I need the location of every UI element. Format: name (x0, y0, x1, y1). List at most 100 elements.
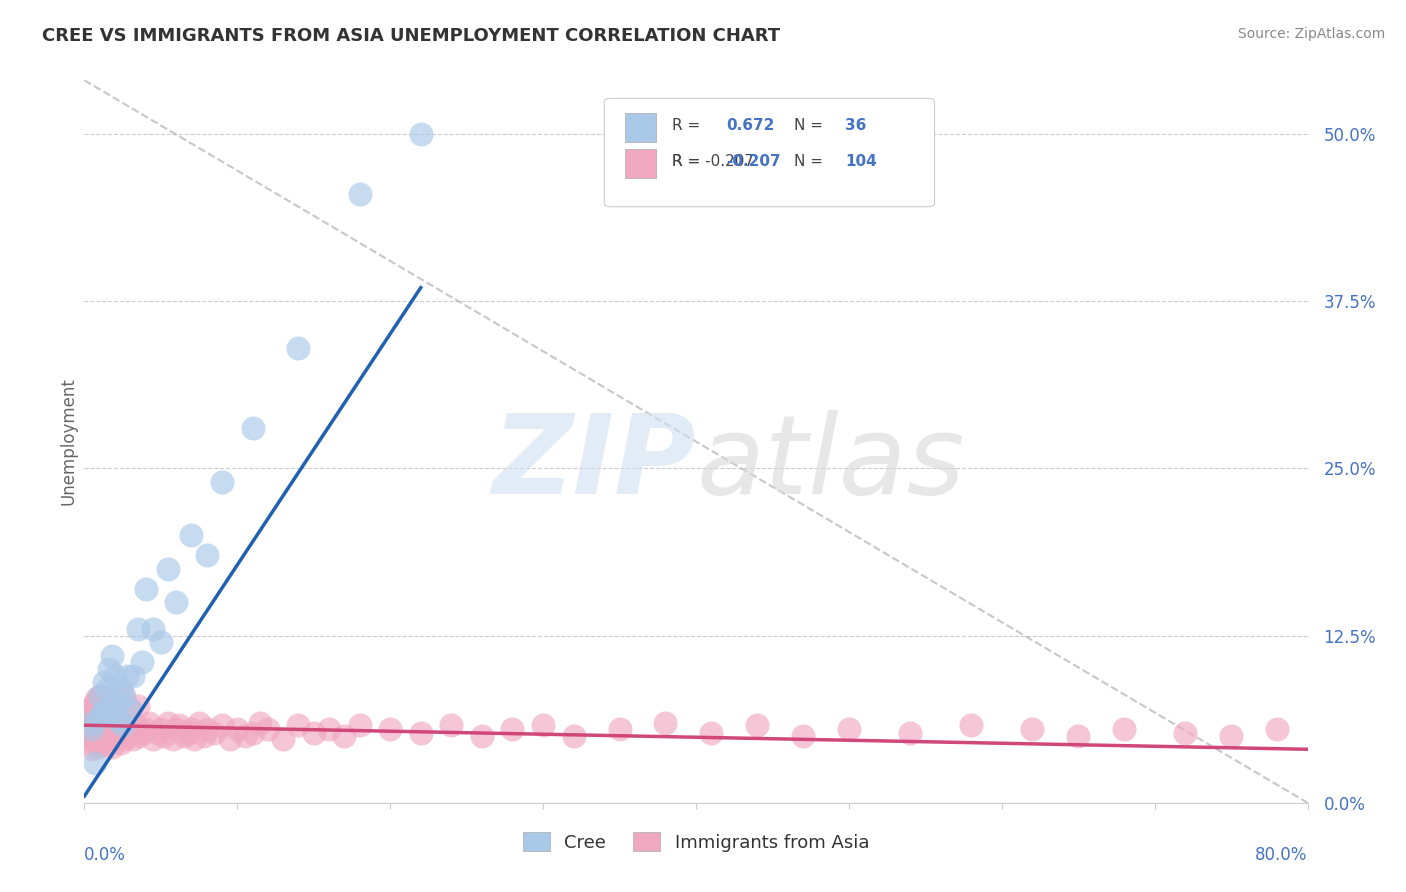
Point (86, 735, 108, 749)
Point (104, 669, 127, 683)
Point (80, 742, 103, 756)
Text: 0.0%: 0.0% (84, 847, 127, 864)
Point (135, 582, 157, 596)
Point (107, 713, 129, 727)
Point (77, 708, 100, 723)
Point (93, 737, 115, 751)
Point (180, 723, 202, 737)
Point (135, 723, 157, 737)
Point (120, 702, 142, 716)
Point (125, 718, 148, 732)
Point (333, 729, 356, 743)
Point (157, 715, 180, 730)
Text: atlas: atlas (696, 409, 965, 516)
Point (79, 702, 101, 716)
Point (91, 696, 114, 710)
Point (111, 715, 134, 730)
Point (96, 681, 118, 696)
Point (115, 669, 138, 683)
Point (97, 662, 120, 676)
Point (349, 718, 371, 732)
Point (138, 715, 160, 730)
Point (318, 723, 340, 737)
Text: 0.672: 0.672 (727, 118, 775, 133)
Point (96, 734, 118, 748)
Point (960, 718, 983, 732)
Point (167, 718, 190, 732)
Point (86, 691, 108, 706)
Point (180, 528, 202, 542)
Point (792, 729, 814, 743)
Point (142, 731, 165, 746)
Point (1265, 723, 1288, 737)
FancyBboxPatch shape (626, 112, 655, 142)
Point (1220, 729, 1243, 743)
Point (1114, 723, 1136, 737)
Point (193, 729, 215, 743)
Point (101, 739, 124, 754)
Point (165, 723, 187, 737)
Point (89, 708, 111, 723)
Point (93, 675, 115, 690)
Point (188, 715, 211, 730)
FancyBboxPatch shape (605, 98, 935, 207)
Point (115, 729, 138, 743)
Text: N =: N = (794, 153, 823, 169)
Point (211, 718, 233, 732)
Point (898, 726, 921, 740)
Point (165, 595, 187, 609)
Y-axis label: Unemployment: Unemployment (59, 377, 77, 506)
Point (249, 715, 271, 730)
Point (76, 713, 98, 727)
Point (146, 726, 169, 740)
Point (104, 708, 127, 723)
Point (101, 648, 124, 663)
Point (242, 726, 264, 740)
Point (105, 723, 128, 737)
Text: 80.0%: 80.0% (1256, 847, 1308, 864)
Point (380, 723, 402, 737)
Point (80, 715, 103, 730)
Point (96, 715, 118, 730)
Point (91, 705, 114, 719)
Point (502, 723, 524, 737)
Point (271, 731, 294, 746)
Point (202, 726, 225, 740)
Point (111, 689, 134, 703)
Point (349, 187, 371, 202)
Point (107, 696, 129, 710)
Point (80, 723, 103, 737)
Point (531, 718, 554, 732)
Point (90, 731, 112, 746)
Point (654, 715, 676, 730)
Point (94, 726, 117, 740)
Point (195, 548, 218, 563)
Point (122, 731, 145, 746)
Text: CREE VS IMMIGRANTS FROM ASIA UNEMPLOYMENT CORRELATION CHART: CREE VS IMMIGRANTS FROM ASIA UNEMPLOYMEN… (42, 27, 780, 45)
Point (157, 562, 180, 576)
Text: 104: 104 (845, 153, 877, 169)
Text: -0.207: -0.207 (727, 153, 782, 169)
Point (89, 689, 111, 703)
Point (80, 705, 103, 719)
Point (471, 729, 494, 743)
Point (226, 723, 249, 737)
Text: R =: R = (672, 118, 700, 133)
Point (211, 475, 233, 489)
Point (162, 731, 184, 746)
Point (440, 718, 463, 732)
Point (111, 718, 134, 732)
Point (89, 689, 111, 703)
Text: R = -0.207: R = -0.207 (672, 153, 754, 169)
Point (409, 726, 432, 740)
FancyBboxPatch shape (626, 149, 655, 178)
Legend: Cree, Immigrants from Asia: Cree, Immigrants from Asia (516, 825, 876, 859)
Text: Source: ZipAtlas.com: Source: ZipAtlas.com (1237, 27, 1385, 41)
Point (257, 723, 280, 737)
Point (131, 655, 153, 669)
Point (128, 729, 150, 743)
Point (84, 756, 107, 770)
Point (101, 696, 124, 710)
Point (112, 689, 135, 703)
Point (287, 341, 309, 355)
